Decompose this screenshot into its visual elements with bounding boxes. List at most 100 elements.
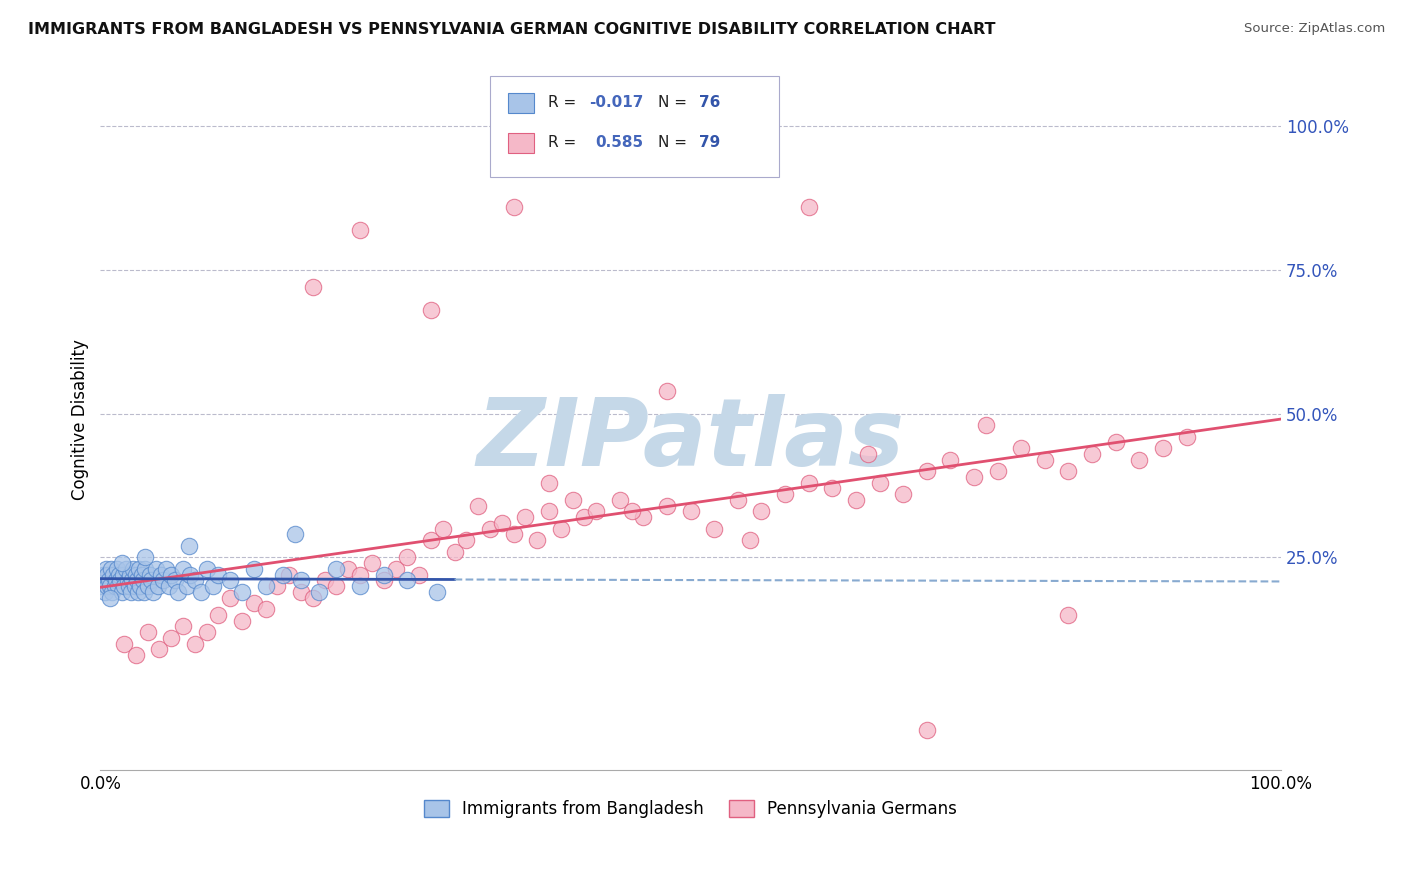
- Point: [132, 574, 155, 588]
- Point: [1175, 429, 1198, 443]
- Point: [302, 591, 325, 605]
- Point: [1010, 441, 1032, 455]
- Text: R =: R =: [548, 95, 581, 111]
- Point: [176, 579, 198, 593]
- Point: [195, 625, 218, 640]
- Point: [349, 222, 371, 236]
- Point: [93, 574, 115, 588]
- Point: [284, 527, 307, 541]
- Point: [502, 200, 524, 214]
- Point: [738, 533, 761, 547]
- Point: [108, 567, 131, 582]
- Point: [502, 527, 524, 541]
- Point: [125, 648, 148, 662]
- Point: [177, 539, 200, 553]
- Point: [243, 562, 266, 576]
- Point: [308, 584, 330, 599]
- Point: [160, 567, 183, 582]
- Point: [891, 487, 914, 501]
- Point: [432, 521, 454, 535]
- Point: [537, 475, 560, 490]
- Point: [609, 492, 631, 507]
- Point: [148, 642, 170, 657]
- Point: [105, 562, 128, 576]
- Point: [124, 579, 146, 593]
- Point: [96, 562, 118, 576]
- Point: [620, 504, 643, 518]
- Point: [467, 499, 489, 513]
- FancyBboxPatch shape: [489, 76, 779, 178]
- Text: R =: R =: [548, 136, 581, 150]
- Text: Source: ZipAtlas.com: Source: ZipAtlas.com: [1244, 22, 1385, 36]
- Point: [1057, 464, 1080, 478]
- Point: [125, 574, 148, 588]
- Point: [574, 510, 596, 524]
- Point: [821, 481, 844, 495]
- Point: [115, 562, 138, 576]
- Point: [131, 567, 153, 582]
- Text: 79: 79: [699, 136, 720, 150]
- Point: [939, 452, 962, 467]
- Point: [207, 607, 229, 622]
- Point: [160, 631, 183, 645]
- Point: [478, 521, 501, 535]
- Point: [679, 504, 702, 518]
- Point: [132, 584, 155, 599]
- Point: [97, 574, 120, 588]
- Point: [408, 567, 430, 582]
- Point: [172, 562, 194, 576]
- Point: [633, 510, 655, 524]
- Point: [231, 584, 253, 599]
- Point: [231, 614, 253, 628]
- Point: [139, 567, 162, 582]
- Point: [98, 579, 121, 593]
- Point: [127, 584, 149, 599]
- Point: [112, 636, 135, 650]
- Point: [184, 636, 207, 650]
- Point: [96, 579, 118, 593]
- Point: [101, 584, 124, 599]
- Point: [325, 562, 347, 576]
- Text: 0.585: 0.585: [595, 136, 643, 150]
- Point: [136, 625, 159, 640]
- Point: [349, 567, 371, 582]
- Point: [443, 544, 465, 558]
- Point: [89, 579, 111, 593]
- Point: [254, 579, 277, 593]
- Point: [136, 579, 159, 593]
- Point: [1128, 452, 1150, 467]
- Point: [134, 550, 156, 565]
- Point: [337, 562, 360, 576]
- Point: [797, 475, 820, 490]
- Point: [100, 562, 122, 576]
- Point: [179, 567, 201, 582]
- Point: [148, 579, 170, 593]
- Point: [456, 533, 478, 547]
- Point: [751, 504, 773, 518]
- Point: [91, 567, 114, 582]
- Point: [561, 492, 583, 507]
- Point: [155, 562, 177, 576]
- Point: [121, 574, 143, 588]
- Point: [118, 579, 141, 593]
- Point: [96, 567, 118, 582]
- Point: [349, 579, 371, 593]
- Point: [526, 533, 548, 547]
- Point: [727, 492, 749, 507]
- Y-axis label: Cognitive Disability: Cognitive Disability: [72, 339, 89, 500]
- Point: [963, 469, 986, 483]
- Point: [122, 562, 145, 576]
- Point: [201, 579, 224, 593]
- Point: [515, 510, 537, 524]
- Text: IMMIGRANTS FROM BANGLADESH VS PENNSYLVANIA GERMAN COGNITIVE DISABILITY CORRELATI: IMMIGRANTS FROM BANGLADESH VS PENNSYLVAN…: [28, 22, 995, 37]
- Point: [797, 200, 820, 214]
- Point: [254, 602, 277, 616]
- Point: [219, 574, 242, 588]
- Point: [856, 447, 879, 461]
- Point: [117, 574, 139, 588]
- Point: [163, 574, 186, 588]
- Point: [172, 619, 194, 633]
- Point: [112, 579, 135, 593]
- Point: [190, 584, 212, 599]
- Point: [974, 417, 997, 432]
